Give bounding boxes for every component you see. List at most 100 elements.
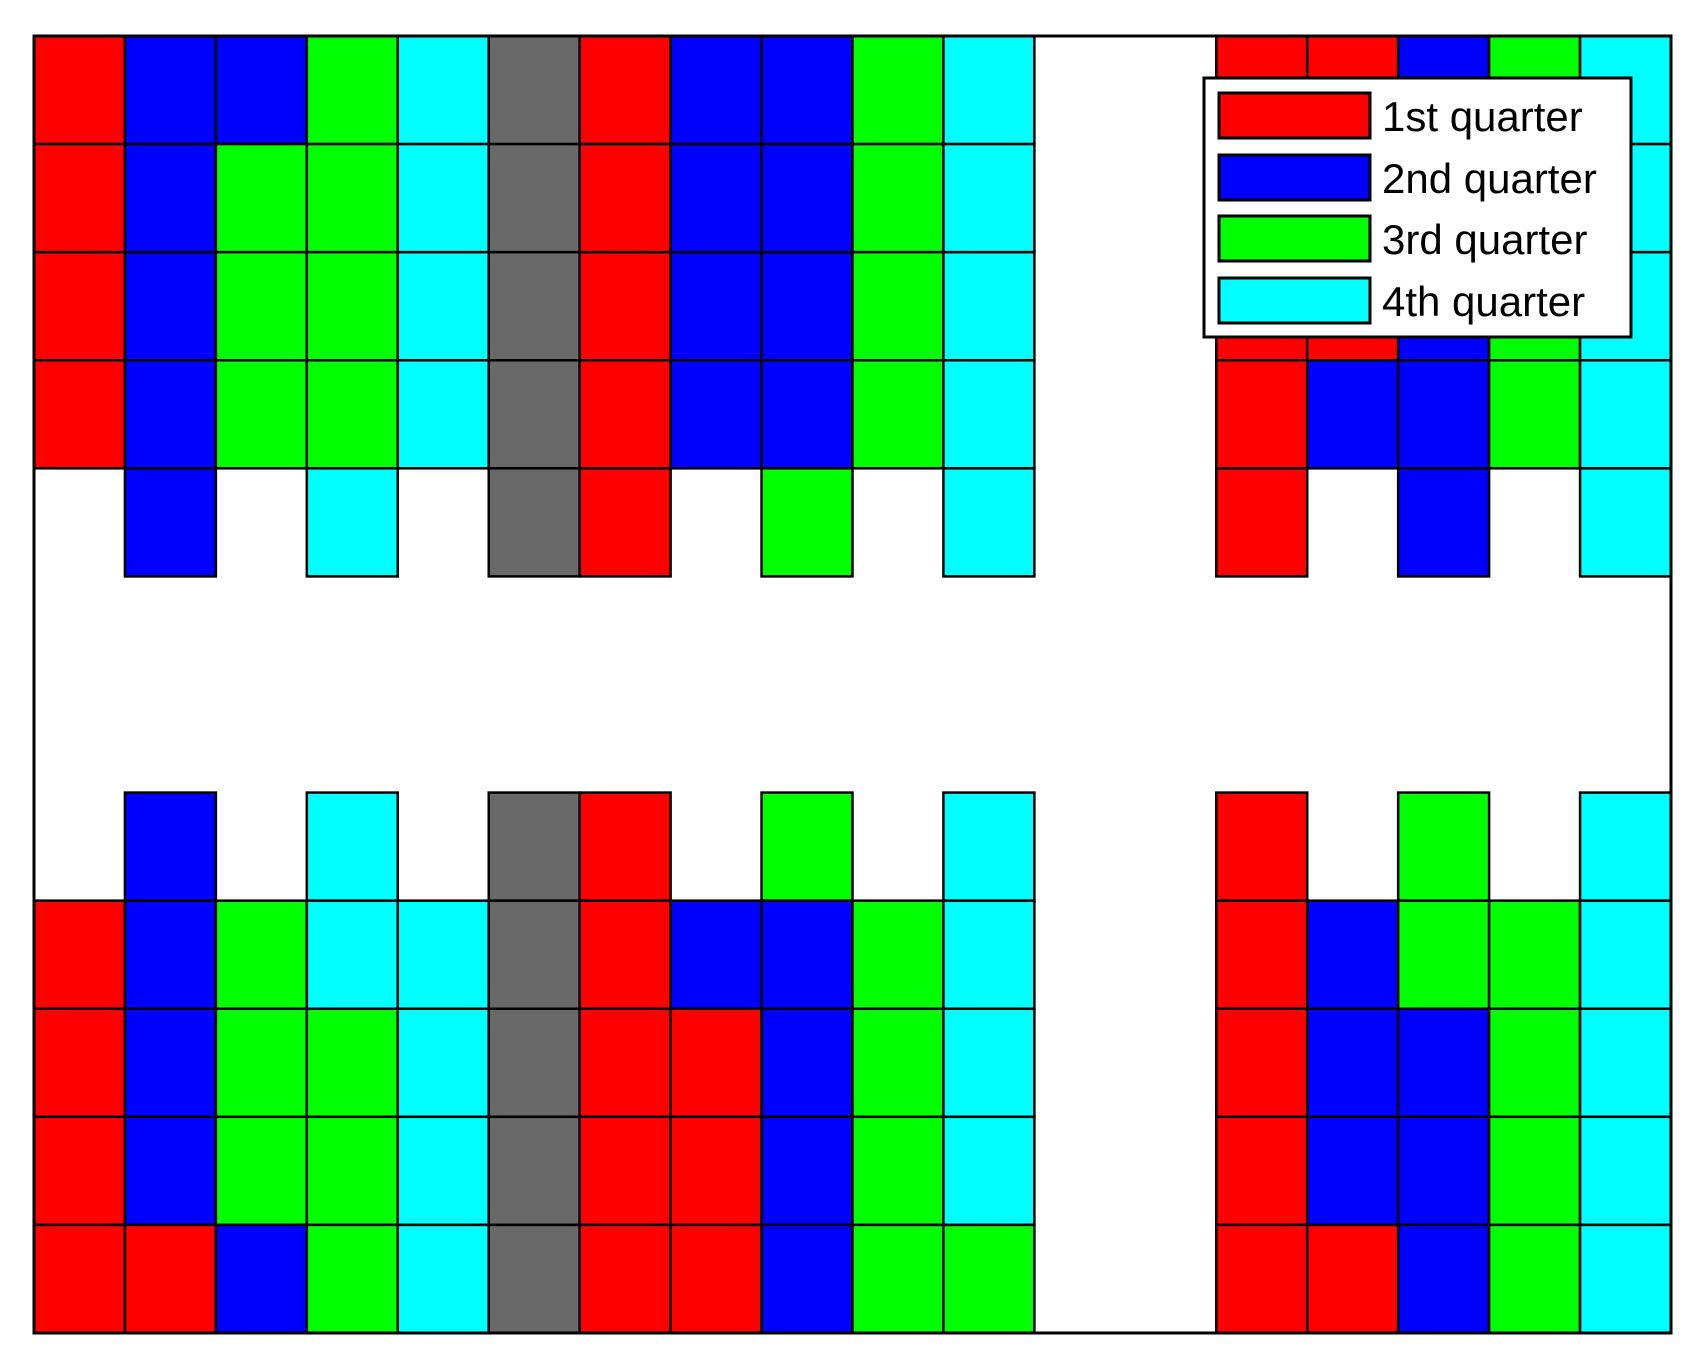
cell-r2-c7-1st-quarter bbox=[578, 142, 672, 254]
cell-r9-c14-1st-quarter bbox=[1215, 899, 1309, 1010]
cell-r9-c6-gray bbox=[487, 899, 581, 1010]
cell-r8-c18-4th-quarter bbox=[1578, 791, 1673, 902]
cell-r11-c16-2nd-quarter bbox=[1396, 1115, 1491, 1227]
cell-r3-c11-4th-quarter bbox=[942, 250, 1036, 362]
cell-r10-c5-4th-quarter bbox=[396, 1007, 490, 1119]
cell-r4-c15-2nd-quarter bbox=[1305, 359, 1400, 470]
cell-r11-c14-1st-quarter bbox=[1215, 1115, 1309, 1227]
cell-r5-c16-2nd-quarter bbox=[1396, 467, 1491, 578]
cell-r2-c6-gray bbox=[487, 142, 581, 254]
legend-swatch-3rd-quarter bbox=[1217, 214, 1372, 263]
cell-r8-c7-1st-quarter bbox=[578, 791, 672, 902]
cell-r5-c11-4th-quarter bbox=[942, 467, 1036, 578]
cell-r1-c9-2nd-quarter bbox=[760, 34, 854, 146]
cell-r11-c6-gray bbox=[487, 1115, 581, 1227]
cell-r1-c3-2nd-quarter bbox=[214, 34, 309, 146]
cell-r4-c2-2nd-quarter bbox=[123, 359, 218, 470]
cell-r5-c6-gray bbox=[487, 467, 581, 578]
cell-r2-c1-1st-quarter bbox=[32, 142, 127, 254]
cell-r4-c17-3rd-quarter bbox=[1487, 359, 1582, 470]
legend-item-4th-quarter: 4th quarter bbox=[1217, 276, 1585, 325]
cell-r3-c8-2nd-quarter bbox=[669, 250, 763, 362]
cell-r11-c17-3rd-quarter bbox=[1487, 1115, 1582, 1227]
cell-r10-c10-3rd-quarter bbox=[851, 1007, 945, 1119]
cell-r1-c5-4th-quarter bbox=[396, 34, 490, 146]
cell-r1-c1-1st-quarter bbox=[32, 34, 127, 146]
cell-r10-c4-3rd-quarter bbox=[305, 1007, 400, 1119]
cell-r3-c4-3rd-quarter bbox=[305, 250, 400, 362]
cell-r8-c4-4th-quarter bbox=[305, 791, 400, 902]
cell-r9-c7-1st-quarter bbox=[578, 899, 672, 1010]
cell-r11-c4-3rd-quarter bbox=[305, 1115, 400, 1227]
cell-r4-c3-3rd-quarter bbox=[214, 359, 309, 470]
cell-r11-c5-4th-quarter bbox=[396, 1115, 490, 1227]
cell-r9-c9-2nd-quarter bbox=[760, 899, 854, 1010]
cell-r12-c16-2nd-quarter bbox=[1396, 1223, 1491, 1335]
cell-r9-c10-3rd-quarter bbox=[851, 899, 945, 1010]
cell-r10-c15-2nd-quarter bbox=[1305, 1007, 1400, 1119]
cell-r9-c11-4th-quarter bbox=[942, 899, 1036, 1010]
cell-r3-c5-4th-quarter bbox=[396, 250, 490, 362]
cell-r12-c3-2nd-quarter bbox=[214, 1223, 309, 1335]
cell-r5-c14-1st-quarter bbox=[1215, 467, 1309, 578]
cell-r8-c6-gray bbox=[487, 791, 581, 902]
cell-r12-c5-4th-quarter bbox=[396, 1223, 490, 1335]
cell-r4-c7-1st-quarter bbox=[578, 359, 672, 470]
legend: 1st quarter 2nd quarter 3rd quarter 4th … bbox=[1202, 76, 1633, 339]
cell-r11-c1-1st-quarter bbox=[32, 1115, 127, 1227]
cell-r10-c18-4th-quarter bbox=[1578, 1007, 1673, 1119]
legend-label-1st-quarter: 1st quarter bbox=[1382, 93, 1583, 140]
legend-item-1st-quarter: 1st quarter bbox=[1217, 91, 1583, 140]
cell-r4-c11-4th-quarter bbox=[942, 359, 1036, 470]
legend-label-4th-quarter: 4th quarter bbox=[1382, 278, 1585, 325]
cell-r1-c2-2nd-quarter bbox=[123, 34, 218, 146]
cell-r2-c3-3rd-quarter bbox=[214, 142, 309, 254]
cell-r2-c5-4th-quarter bbox=[396, 142, 490, 254]
cell-r10-c2-2nd-quarter bbox=[123, 1007, 218, 1119]
cell-r9-c4-4th-quarter bbox=[305, 899, 400, 1010]
plot-frame bbox=[32, 34, 1673, 1335]
legend-label-2nd-quarter: 2nd quarter bbox=[1382, 155, 1597, 202]
cell-r10-c3-3rd-quarter bbox=[214, 1007, 309, 1119]
cell-r11-c18-4th-quarter bbox=[1578, 1115, 1673, 1227]
cell-r10-c6-gray bbox=[487, 1007, 581, 1119]
cell-r12-c15-1st-quarter bbox=[1305, 1223, 1400, 1335]
cell-r11-c11-4th-quarter bbox=[942, 1115, 1036, 1227]
cell-r12-c14-1st-quarter bbox=[1215, 1223, 1309, 1335]
cell-r9-c16-3rd-quarter bbox=[1396, 899, 1491, 1010]
legend-swatch-1st-quarter bbox=[1217, 91, 1372, 140]
cell-r10-c9-2nd-quarter bbox=[760, 1007, 854, 1119]
cell-r5-c18-4th-quarter bbox=[1578, 467, 1673, 578]
cell-r10-c11-4th-quarter bbox=[942, 1007, 1036, 1119]
cell-r9-c8-2nd-quarter bbox=[669, 899, 763, 1010]
cell-r10-c1-1st-quarter bbox=[32, 1007, 127, 1119]
cell-r2-c2-2nd-quarter bbox=[123, 142, 218, 254]
cell-r12-c1-1st-quarter bbox=[32, 1223, 127, 1335]
cell-r1-c8-2nd-quarter bbox=[669, 34, 763, 146]
cell-r1-c6-gray bbox=[487, 34, 581, 146]
cell-r4-c9-2nd-quarter bbox=[760, 359, 854, 470]
legend-label-3rd-quarter: 3rd quarter bbox=[1382, 216, 1587, 263]
cell-r2-c11-4th-quarter bbox=[942, 142, 1036, 254]
cell-r5-c7-1st-quarter bbox=[578, 467, 672, 578]
cell-r12-c10-3rd-quarter bbox=[851, 1223, 945, 1335]
cell-r10-c17-3rd-quarter bbox=[1487, 1007, 1582, 1119]
cell-r4-c6-gray bbox=[487, 359, 581, 470]
cell-r5-c2-2nd-quarter bbox=[123, 467, 218, 578]
cell-r12-c6-gray bbox=[487, 1223, 581, 1335]
cell-r8-c9-3rd-quarter bbox=[760, 791, 854, 902]
cell-r5-c9-3rd-quarter bbox=[760, 467, 854, 578]
cell-r12-c7-1st-quarter bbox=[578, 1223, 672, 1335]
cell-r12-c18-4th-quarter bbox=[1578, 1223, 1673, 1335]
cell-r12-c2-1st-quarter bbox=[123, 1223, 218, 1335]
cell-r8-c2-2nd-quarter bbox=[123, 791, 218, 902]
cell-r10-c16-2nd-quarter bbox=[1396, 1007, 1491, 1119]
cell-r9-c15-2nd-quarter bbox=[1305, 899, 1400, 1010]
cell-r1-c11-4th-quarter bbox=[942, 34, 1036, 146]
cell-r9-c18-4th-quarter bbox=[1578, 899, 1673, 1010]
cell-r8-c16-3rd-quarter bbox=[1396, 791, 1491, 902]
legend-swatch-2nd-quarter bbox=[1217, 153, 1372, 202]
cell-r4-c1-1st-quarter bbox=[32, 359, 127, 470]
cell-r4-c16-2nd-quarter bbox=[1396, 359, 1491, 470]
